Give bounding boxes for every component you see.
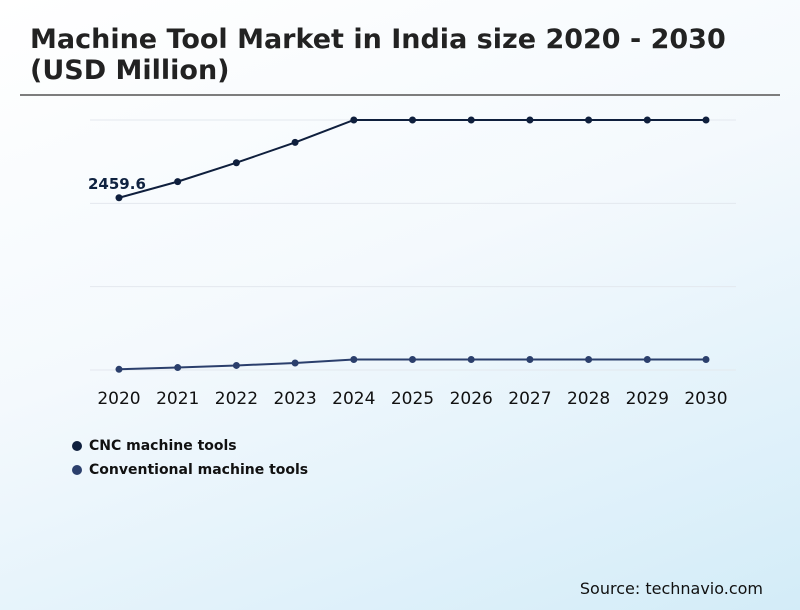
data-point-s1-2024 xyxy=(350,355,358,363)
x-tick-label-2027: 2027 xyxy=(508,389,551,409)
data-point-s1-2028 xyxy=(585,355,593,363)
data-point-s1-2027 xyxy=(526,355,534,363)
x-tick-label-2026: 2026 xyxy=(450,389,493,409)
chart-title: Machine Tool Market in India size 2020 -… xyxy=(30,24,726,86)
data-point-s0-2022 xyxy=(232,159,240,167)
data-point-s1-2026 xyxy=(467,355,475,363)
data-point-s0-2028 xyxy=(585,116,593,124)
data-point-s1-2021 xyxy=(174,364,182,372)
series-line-0 xyxy=(118,119,706,199)
x-tick-label-2020: 2020 xyxy=(97,389,140,409)
data-point-s1-2020 xyxy=(115,365,123,373)
data-point-s1-2030 xyxy=(702,355,710,363)
legend-marker-cnc xyxy=(72,441,82,451)
gridlines xyxy=(90,119,736,371)
title-divider xyxy=(20,94,780,96)
data-point-s1-2025 xyxy=(409,355,416,363)
x-tick-label-2030: 2030 xyxy=(684,389,727,409)
legend-item-conventional: Conventional machine tools xyxy=(72,458,308,482)
data-point-s1-2022 xyxy=(232,361,240,369)
x-tick-label-2023: 2023 xyxy=(273,389,316,409)
series-lines xyxy=(118,119,706,371)
x-tick-label-2021: 2021 xyxy=(156,389,199,409)
legend: CNC machine tools Conventional machine t… xyxy=(72,434,308,482)
data-point-s0-2023 xyxy=(291,138,299,146)
x-axis-tick-labels: 2020 2021 2022 2023 2024 2025 2026 2027 2028 2029… xyxy=(97,389,727,409)
series-points xyxy=(115,116,710,373)
x-tick-label-2029: 2029 xyxy=(626,389,669,409)
x-tick-label-2025: 2025 xyxy=(391,389,434,409)
data-point-s0-2025 xyxy=(409,116,416,124)
data-point-s0-2029 xyxy=(643,116,651,124)
legend-label-cnc: CNC machine tools xyxy=(89,438,237,454)
source-credit: Source: technavio.com xyxy=(579,579,763,598)
data-point-s0-2020 xyxy=(115,194,123,202)
legend-item-cnc: CNC machine tools xyxy=(72,434,308,458)
legend-label-conventional: Conventional machine tools xyxy=(89,462,309,478)
x-tick-label-2028: 2028 xyxy=(567,389,610,409)
data-point-s0-2026 xyxy=(467,116,475,124)
data-label-s0-2020: 2459.6 xyxy=(88,175,146,193)
data-point-s1-2029 xyxy=(643,355,651,363)
x-tick-label-2024: 2024 xyxy=(332,389,375,409)
data-point-s0-2027 xyxy=(526,116,534,124)
data-point-s0-2024 xyxy=(350,116,358,124)
x-tick-label-2022: 2022 xyxy=(215,389,258,409)
legend-marker-conventional xyxy=(72,465,82,475)
data-labels: 2459.6 xyxy=(88,175,146,193)
data-point-s1-2023 xyxy=(291,359,299,367)
data-point-s0-2030 xyxy=(702,116,710,124)
data-point-s0-2021 xyxy=(174,178,182,186)
